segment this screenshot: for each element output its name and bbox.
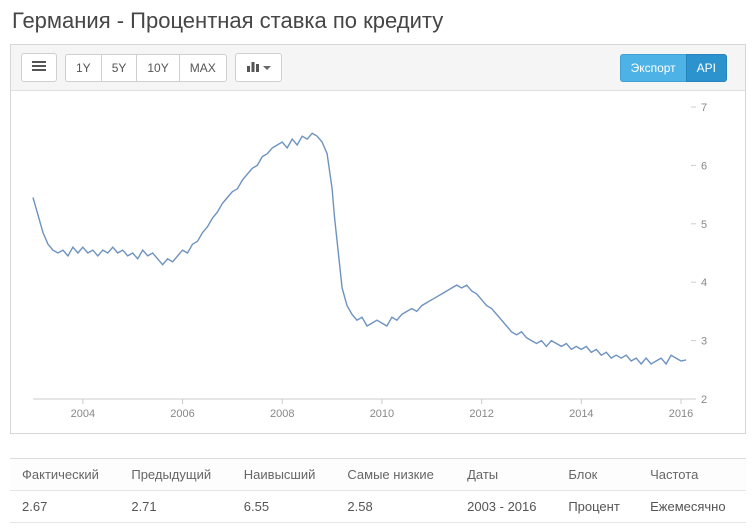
table-body: 2.672.716.552.582003 - 2016ПроцентЕжемес… (10, 491, 746, 523)
export-button[interactable]: Экспорт (620, 54, 686, 82)
table-header-row: ФактическийПредыдущийНаивысшийСамые низк… (10, 459, 746, 491)
calendar-button[interactable] (21, 53, 57, 82)
svg-text:2010: 2010 (370, 408, 394, 420)
svg-text:2008: 2008 (270, 408, 294, 420)
svg-text:2004: 2004 (71, 408, 95, 420)
chart-area: 2 3 4 5 6 7 2004 2006 2008 2010 2012 2014 2016 (11, 91, 745, 433)
table-header-cell: Частота (638, 459, 746, 491)
table-cell: 2.58 (335, 491, 455, 523)
table-cell: Процент (556, 491, 638, 523)
svg-text:2014: 2014 (569, 408, 593, 420)
range-10y[interactable]: 10Y (136, 54, 178, 82)
svg-text:3: 3 (701, 336, 707, 348)
chart-type-group (235, 53, 282, 82)
range-max[interactable]: MAX (179, 54, 227, 82)
svg-text:4: 4 (701, 277, 707, 289)
range-5y[interactable]: 5Y (101, 54, 137, 82)
chart-type-button[interactable] (235, 53, 282, 82)
api-button[interactable]: API (686, 54, 727, 82)
table-header-cell: Самые низкие (335, 459, 455, 491)
svg-text:2016: 2016 (669, 408, 693, 420)
range-1y[interactable]: 1Y (65, 54, 101, 82)
svg-text:5: 5 (701, 219, 707, 231)
calendar-icon (32, 60, 46, 75)
svg-text:7: 7 (701, 102, 707, 114)
svg-text:2006: 2006 (170, 408, 194, 420)
summary-table-wrap: ФактическийПредыдущийНаивысшийСамые низк… (10, 458, 746, 523)
svg-text:2012: 2012 (469, 408, 493, 420)
chart-toolbar: 1Y 5Y 10Y MAX Экспорт API (11, 45, 745, 91)
svg-text:6: 6 (701, 160, 707, 172)
table-cell: 2003 - 2016 (455, 491, 556, 523)
calendar-group (21, 53, 57, 82)
page-title: Германия - Процентная ставка по кредиту (0, 0, 756, 38)
export-group: Экспорт API (620, 54, 727, 82)
table-header-cell: Фактический (10, 459, 119, 491)
table-cell: 2.71 (119, 491, 231, 523)
table-row: 2.672.716.552.582003 - 2016ПроцентЕжемес… (10, 491, 746, 523)
line-chart: 2 3 4 5 6 7 2004 2006 2008 2010 2012 2014 2016 (19, 99, 737, 429)
range-group: 1Y 5Y 10Y MAX (65, 54, 227, 82)
summary-table: ФактическийПредыдущийНаивысшийСамые низк… (10, 459, 746, 523)
bar-chart-icon (246, 60, 260, 75)
chevron-down-icon (263, 66, 271, 70)
table-header-cell: Даты (455, 459, 556, 491)
table-cell: Ежемесячно (638, 491, 746, 523)
table-cell: 6.55 (232, 491, 336, 523)
svg-text:2: 2 (701, 394, 707, 406)
chart-panel: 1Y 5Y 10Y MAX Экспорт API 2 3 4 5 6 7 2004 2006… (10, 44, 746, 434)
table-header-cell: Блок (556, 459, 638, 491)
table-header-cell: Наивысший (232, 459, 336, 491)
table-header-cell: Предыдущий (119, 459, 231, 491)
table-cell: 2.67 (10, 491, 119, 523)
